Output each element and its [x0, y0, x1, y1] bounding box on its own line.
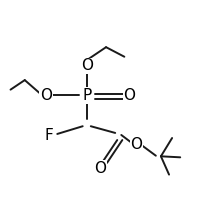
Text: O: O: [131, 137, 143, 152]
Text: O: O: [123, 88, 135, 103]
Text: O: O: [40, 88, 52, 103]
Text: O: O: [94, 161, 106, 176]
Text: O: O: [81, 58, 93, 73]
Text: O: O: [94, 161, 106, 176]
Text: P: P: [82, 88, 91, 103]
Text: F: F: [45, 128, 54, 143]
